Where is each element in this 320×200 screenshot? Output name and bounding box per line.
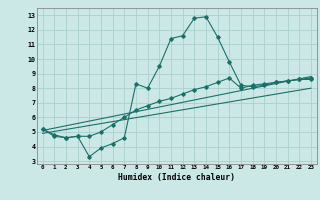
X-axis label: Humidex (Indice chaleur): Humidex (Indice chaleur) [118, 173, 235, 182]
